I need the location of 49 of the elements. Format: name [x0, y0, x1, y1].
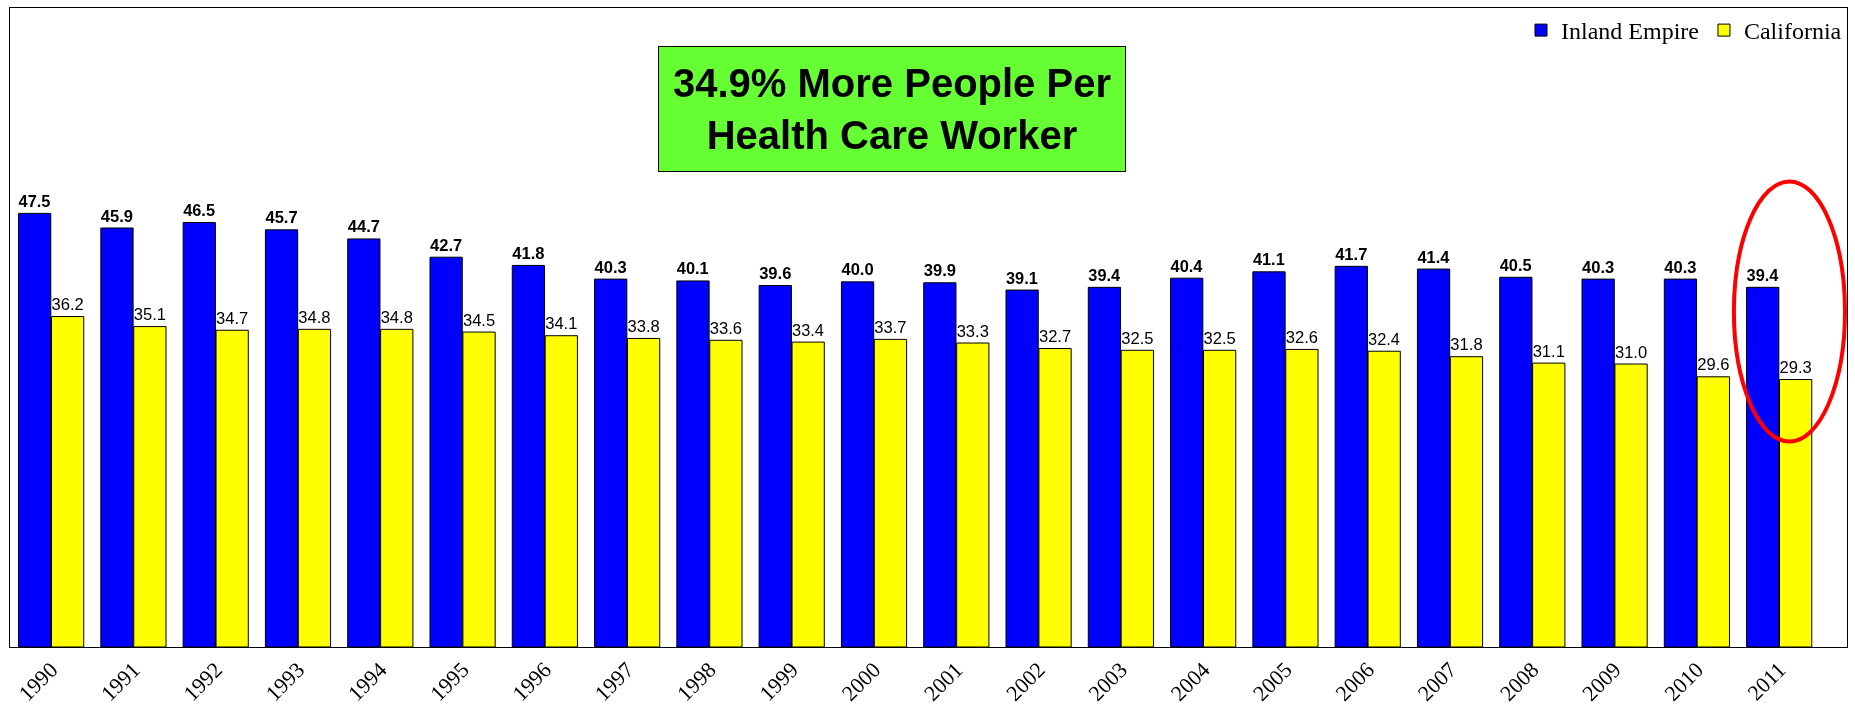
data-label: 33.7 [874, 317, 907, 337]
data-label: 40.3 [1582, 257, 1615, 277]
data-label: 42.7 [429, 235, 463, 255]
data-label: 45.9 [100, 206, 134, 226]
data-label: 39.4 [1746, 265, 1780, 284]
data-label: 40.0 [841, 260, 874, 280]
data-label: 33.6 [709, 318, 743, 338]
data-label: 39.1 [1006, 268, 1038, 287]
data-label: 34.5 [462, 310, 496, 330]
data-label: 39.4 [1088, 265, 1122, 284]
data-label: 41.4 [1417, 247, 1451, 266]
data-label: 33.8 [627, 316, 660, 336]
data-label: 36.2 [51, 295, 84, 315]
data-label: 32.5 [1121, 328, 1154, 348]
data-label: 31.1 [1532, 341, 1565, 361]
data-label: 40.1 [676, 259, 709, 278]
data-label: 39.9 [923, 261, 956, 281]
data-label: 33.4 [792, 320, 824, 339]
data-label: 40.4 [1170, 256, 1204, 275]
data-label: 45.7 [265, 208, 298, 228]
data-label: 34.8 [298, 307, 331, 327]
data-label: 44.7 [347, 217, 380, 237]
data-label: 29.3 [1779, 358, 1812, 378]
legend-label: California [1743, 18, 1842, 45]
data-label: 34.1 [545, 314, 578, 334]
data-label: 34.7 [216, 308, 249, 328]
data-label: 41.7 [1335, 244, 1368, 264]
data-label: 32.6 [1285, 327, 1319, 347]
text: 34.9% More People Per Health Care Worker [673, 61, 1111, 157]
data-label: 40.5 [1499, 255, 1532, 274]
data-label: 32.7 [1038, 327, 1072, 347]
data-label: 33.3 [956, 321, 989, 341]
data-label: 39.6 [759, 264, 792, 284]
data-label: 32.4 [1368, 329, 1400, 348]
data-label: 41.8 [512, 243, 545, 263]
data-label: 32.5 [1203, 328, 1236, 348]
data-label: 41.1 [1252, 250, 1285, 269]
data-label: 31.8 [1450, 335, 1483, 355]
x-tick-label: 1991 [95, 657, 145, 706]
data-label: 34.8 [380, 307, 413, 327]
data-label: 47.5 [18, 191, 51, 210]
data-label: 29.6 [1697, 355, 1730, 375]
legend-label: Inland Empire [1561, 18, 1699, 45]
x-tick-label: 2011 [1742, 657, 1791, 706]
data-label: 31.0 [1614, 342, 1648, 362]
data-label: 46.5 [183, 201, 215, 220]
data-label: 40.3 [1664, 257, 1697, 277]
data-label: 40.3 [594, 257, 627, 277]
data-label: 35.1 [133, 305, 167, 325]
